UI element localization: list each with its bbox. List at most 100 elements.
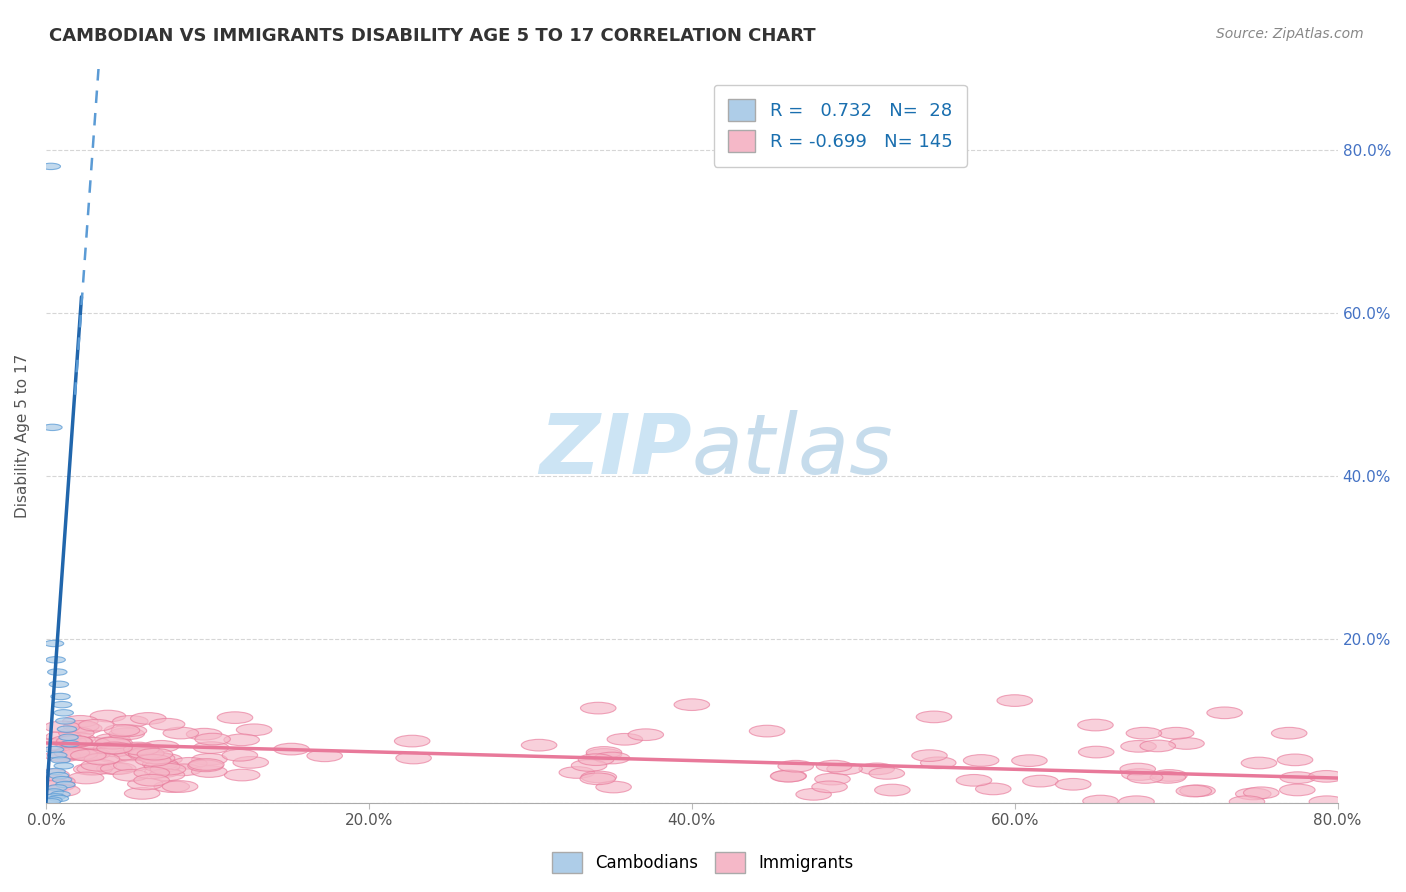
- Ellipse shape: [195, 733, 231, 745]
- Ellipse shape: [128, 778, 163, 789]
- Ellipse shape: [997, 695, 1032, 706]
- Ellipse shape: [97, 763, 132, 774]
- Ellipse shape: [911, 750, 948, 762]
- Ellipse shape: [97, 742, 132, 754]
- Ellipse shape: [37, 739, 72, 750]
- Ellipse shape: [1279, 772, 1316, 783]
- Ellipse shape: [59, 734, 79, 740]
- Ellipse shape: [128, 747, 165, 759]
- Ellipse shape: [396, 752, 432, 764]
- Ellipse shape: [108, 728, 145, 739]
- Ellipse shape: [875, 784, 910, 796]
- Ellipse shape: [48, 752, 67, 758]
- Ellipse shape: [1159, 727, 1194, 739]
- Ellipse shape: [94, 733, 131, 745]
- Ellipse shape: [63, 721, 98, 732]
- Ellipse shape: [194, 742, 229, 754]
- Ellipse shape: [46, 794, 65, 800]
- Ellipse shape: [917, 711, 952, 723]
- Ellipse shape: [1277, 754, 1313, 765]
- Ellipse shape: [395, 735, 430, 747]
- Ellipse shape: [1077, 719, 1114, 731]
- Ellipse shape: [187, 729, 222, 740]
- Ellipse shape: [578, 754, 614, 765]
- Ellipse shape: [42, 797, 62, 804]
- Ellipse shape: [104, 724, 139, 736]
- Ellipse shape: [59, 727, 94, 739]
- Ellipse shape: [53, 710, 73, 716]
- Ellipse shape: [51, 757, 70, 764]
- Ellipse shape: [596, 781, 631, 793]
- Ellipse shape: [172, 757, 207, 769]
- Ellipse shape: [124, 788, 160, 799]
- Ellipse shape: [145, 761, 180, 772]
- Ellipse shape: [1083, 796, 1118, 807]
- Ellipse shape: [79, 720, 114, 731]
- Ellipse shape: [93, 743, 129, 755]
- Ellipse shape: [956, 774, 991, 786]
- Text: ZIP: ZIP: [538, 409, 692, 491]
- Ellipse shape: [41, 798, 60, 805]
- Ellipse shape: [607, 733, 643, 745]
- Ellipse shape: [45, 789, 63, 795]
- Ellipse shape: [45, 640, 63, 647]
- Ellipse shape: [1140, 740, 1175, 752]
- Ellipse shape: [1309, 771, 1344, 782]
- Ellipse shape: [869, 767, 904, 780]
- Ellipse shape: [45, 721, 80, 732]
- Ellipse shape: [48, 669, 67, 675]
- Ellipse shape: [46, 768, 65, 775]
- Ellipse shape: [124, 743, 159, 756]
- Ellipse shape: [811, 781, 848, 793]
- Ellipse shape: [1012, 755, 1047, 766]
- Ellipse shape: [51, 693, 70, 699]
- Y-axis label: Disability Age 5 to 17: Disability Age 5 to 17: [15, 353, 30, 517]
- Ellipse shape: [1180, 785, 1215, 797]
- Ellipse shape: [45, 747, 63, 753]
- Ellipse shape: [101, 763, 136, 774]
- Ellipse shape: [39, 775, 75, 787]
- Ellipse shape: [1152, 770, 1187, 781]
- Ellipse shape: [48, 785, 67, 791]
- Ellipse shape: [817, 760, 852, 772]
- Ellipse shape: [191, 754, 228, 765]
- Ellipse shape: [39, 780, 75, 791]
- Ellipse shape: [595, 752, 630, 764]
- Ellipse shape: [142, 758, 179, 770]
- Legend: R =   0.732   N=  28, R = -0.699   N= 145: R = 0.732 N= 28, R = -0.699 N= 145: [714, 85, 967, 167]
- Ellipse shape: [66, 748, 101, 760]
- Ellipse shape: [1121, 764, 1156, 775]
- Ellipse shape: [112, 715, 148, 727]
- Ellipse shape: [188, 760, 224, 772]
- Ellipse shape: [56, 718, 75, 724]
- Ellipse shape: [225, 769, 260, 780]
- Ellipse shape: [84, 753, 120, 764]
- Text: CAMBODIAN VS IMMIGRANTS DISABILITY AGE 5 TO 17 CORRELATION CHART: CAMBODIAN VS IMMIGRANTS DISABILITY AGE 5…: [49, 27, 815, 45]
- Ellipse shape: [75, 748, 110, 760]
- Ellipse shape: [139, 752, 174, 764]
- Ellipse shape: [114, 760, 149, 772]
- Ellipse shape: [53, 763, 73, 769]
- Ellipse shape: [1243, 787, 1279, 798]
- Ellipse shape: [796, 789, 831, 800]
- Ellipse shape: [778, 760, 814, 772]
- Ellipse shape: [90, 710, 125, 722]
- Ellipse shape: [963, 755, 998, 766]
- Ellipse shape: [114, 749, 150, 761]
- Ellipse shape: [55, 747, 90, 759]
- Ellipse shape: [1206, 707, 1243, 719]
- Ellipse shape: [34, 769, 69, 780]
- Ellipse shape: [1128, 772, 1163, 783]
- Ellipse shape: [58, 726, 77, 732]
- Ellipse shape: [1126, 727, 1161, 739]
- Ellipse shape: [125, 747, 160, 758]
- Ellipse shape: [233, 756, 269, 768]
- Ellipse shape: [307, 750, 343, 762]
- Ellipse shape: [560, 766, 595, 779]
- Ellipse shape: [1241, 757, 1277, 769]
- Ellipse shape: [69, 743, 104, 755]
- Ellipse shape: [827, 763, 862, 774]
- Ellipse shape: [218, 712, 253, 723]
- Ellipse shape: [149, 769, 184, 780]
- Ellipse shape: [46, 731, 82, 743]
